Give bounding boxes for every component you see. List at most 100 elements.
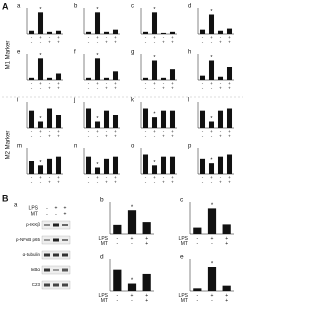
bar (46, 158, 53, 174)
row-label: LPS (179, 293, 189, 299)
x-tick-label: + (96, 175, 99, 180)
x-tick-label: + (57, 35, 60, 40)
chart-label: a (17, 4, 21, 10)
x-tick-label: - (88, 40, 90, 45)
annotation: * (96, 53, 99, 59)
x-tick-label: - (116, 236, 118, 242)
x-tick-label: + (225, 298, 228, 304)
x-tick-label: + (57, 175, 60, 180)
x-tick-label: + (145, 293, 148, 299)
chart-label: c (131, 4, 134, 10)
x-tick-label: + (228, 180, 231, 185)
chart-label: h (188, 50, 191, 56)
row-label: MT (31, 211, 38, 217)
bar (208, 14, 215, 34)
x-tick-label: + (210, 35, 213, 40)
bar (113, 224, 122, 234)
bar (217, 76, 224, 80)
bar (127, 283, 137, 291)
x-tick-label: + (114, 180, 117, 185)
bar (160, 32, 167, 34)
x-tick-label: - (31, 81, 33, 86)
bar (85, 77, 92, 80)
x-tick-label: + (153, 35, 156, 40)
x-tick-label: + (219, 86, 222, 91)
annotation: * (210, 116, 213, 122)
row-label: LPS (99, 236, 109, 242)
x-tick-label: + (57, 81, 60, 86)
x-tick-label: - (196, 293, 198, 299)
bar (94, 58, 101, 80)
chart-label: m (17, 144, 22, 150)
bar (37, 121, 44, 128)
x-tick-label: - (88, 81, 90, 86)
western-blot: a LPS MT (14, 203, 71, 290)
x-tick-label: - (163, 129, 165, 134)
bar (151, 117, 158, 128)
bar (151, 12, 158, 35)
bar (199, 110, 206, 128)
group-label: M2 Marker (6, 131, 12, 160)
band (44, 224, 50, 226)
annotation: * (153, 7, 156, 13)
band (62, 224, 68, 226)
x-tick-label: + (57, 180, 60, 185)
bar (169, 31, 176, 34)
x-tick-label: - (154, 40, 156, 45)
chart-label: b (100, 197, 104, 204)
x-tick-label: - (31, 86, 33, 91)
x-tick-label: - (49, 129, 51, 134)
bar (112, 156, 119, 174)
bar (208, 121, 215, 128)
x-tick-label: + (171, 40, 174, 45)
x-tick-label: + (105, 180, 108, 185)
chart-label: b (74, 4, 78, 10)
x-tick-label: + (225, 293, 228, 299)
x-tick-label: + (211, 293, 214, 299)
x-tick-label: - (31, 40, 33, 45)
x-tick-label: - (97, 40, 99, 45)
chart-label: j (73, 98, 75, 104)
band (62, 268, 68, 272)
annotation: * (210, 55, 213, 61)
x-tick-label: + (96, 129, 99, 134)
x-tick-label: - (145, 134, 147, 139)
band (53, 269, 59, 271)
row-label: LPS (99, 293, 109, 299)
bar (85, 31, 92, 34)
x-tick-label: - (211, 86, 213, 91)
bar (55, 73, 62, 80)
x-tick-label: + (162, 180, 165, 185)
x-tick-label: + (114, 81, 117, 86)
blot-label: a (14, 203, 18, 209)
annotation: * (39, 160, 42, 166)
x-tick-label: + (39, 175, 42, 180)
x-tick-label: + (145, 241, 148, 247)
x-tick-label: + (171, 134, 174, 139)
bar (142, 77, 149, 80)
band (53, 283, 59, 287)
bar (112, 115, 119, 128)
bar (199, 75, 206, 80)
x-tick-label: - (202, 81, 204, 86)
x-tick-label: - (202, 86, 204, 91)
bar (55, 156, 62, 174)
x-tick-label: - (97, 86, 99, 91)
annotation: * (39, 53, 42, 59)
bar (222, 285, 231, 291)
bar (193, 227, 202, 234)
row-label: MT (101, 241, 108, 247)
x-tick-label: - (131, 241, 133, 247)
band (53, 223, 59, 227)
x-tick-label: - (145, 175, 147, 180)
x-tick-label: - (40, 134, 42, 139)
x-tick-label: - (106, 35, 108, 40)
x-tick-label: + (48, 180, 51, 185)
panel-label: A (2, 1, 9, 11)
x-tick-label: - (145, 86, 147, 91)
x-tick-label: + (114, 40, 117, 45)
x-tick-label: + (131, 236, 134, 242)
row-label: LPS (179, 236, 189, 242)
chart-label: d (188, 4, 191, 10)
x-tick-label: + (96, 35, 99, 40)
